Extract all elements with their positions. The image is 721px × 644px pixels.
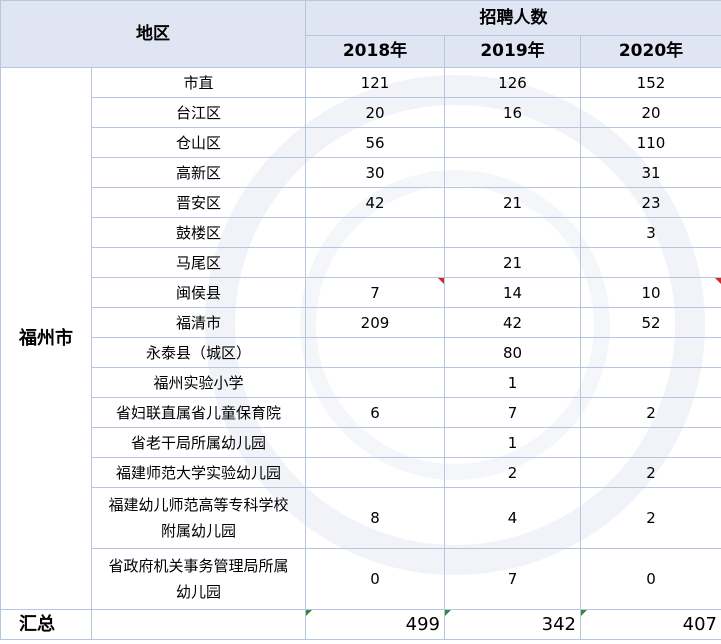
total-row: 汇总 499 342 407 xyxy=(0,609,721,640)
cell-2019: 42 xyxy=(444,307,581,338)
cell-2019: 1 xyxy=(444,367,581,398)
row-name-line2: 幼儿园 xyxy=(175,583,221,601)
row-name-line1: 省政府机关事务管理局所属 xyxy=(108,557,289,575)
cell-2019: 21 xyxy=(444,247,581,278)
cell-2020: 152 xyxy=(580,67,721,98)
table-row: 鼓楼区 3 xyxy=(1,217,721,248)
cell-2018 xyxy=(305,367,445,398)
table-row: 福建师范大学实验幼儿园 2 2 xyxy=(1,457,721,488)
row-name-line1: 福建幼儿师范高等专科学校 xyxy=(108,496,289,514)
cell-2020: 20 xyxy=(580,97,721,128)
cell-2020: 110 xyxy=(580,127,721,158)
cell-2018: 7 xyxy=(305,277,445,308)
table-row: 马尾区 21 xyxy=(1,247,721,278)
row-name: 马尾区 xyxy=(91,247,306,278)
table-row: 仓山区 56 110 xyxy=(1,127,721,158)
cell-2020: 3 xyxy=(580,217,721,248)
row-name: 晋安区 xyxy=(91,187,306,218)
row-name: 永泰县（城区） xyxy=(91,337,306,368)
row-name: 省老干局所属幼儿园 xyxy=(91,427,306,458)
cell-2018 xyxy=(305,217,445,248)
cell-2020 xyxy=(580,367,721,398)
table-row: 台江区 20 16 20 xyxy=(1,97,721,128)
cell-2020: 2 xyxy=(580,487,721,549)
cell-2019: 126 xyxy=(444,67,581,98)
row-name: 省妇联直属省儿童保育院 xyxy=(91,397,306,428)
total-2018: 499 xyxy=(305,609,445,640)
cell-2018: 121 xyxy=(305,67,445,98)
cell-2019 xyxy=(444,217,581,248)
row-name: 市直 xyxy=(91,67,306,98)
table-row: 省政府机关事务管理局所属 幼儿园 0 7 0 xyxy=(1,548,721,610)
table-row: 福州市 市直 121 126 152 xyxy=(0,67,721,610)
cell-2020: 31 xyxy=(580,157,721,188)
year-header-2018: 2018年 xyxy=(305,35,445,68)
cell-2019: 16 xyxy=(444,97,581,128)
row-name: 鼓楼区 xyxy=(91,217,306,248)
total-label: 汇总 xyxy=(0,609,92,640)
cell-2020: 52 xyxy=(580,307,721,338)
cell-2019: 7 xyxy=(444,548,581,610)
city-label: 福州市 xyxy=(0,67,92,610)
cell-2019 xyxy=(444,127,581,158)
cell-2019 xyxy=(444,157,581,188)
cell-2020: 0 xyxy=(580,548,721,610)
cell-2018: 8 xyxy=(305,487,445,549)
table-row: 福清市 209 42 52 xyxy=(1,307,721,338)
row-name: 闽侯县 xyxy=(91,277,306,308)
cell-2020 xyxy=(580,247,721,278)
region-header: 地区 xyxy=(0,0,306,68)
cell-2018: 6 xyxy=(305,397,445,428)
table-row: 高新区 30 31 xyxy=(1,157,721,188)
year-header-2019: 2019年 xyxy=(444,35,581,68)
row-name: 福州实验小学 xyxy=(91,367,306,398)
cell-2020 xyxy=(580,427,721,458)
row-name-multiline: 省政府机关事务管理局所属 幼儿园 xyxy=(91,548,306,610)
cell-2019: 4 xyxy=(444,487,581,549)
cell-2018 xyxy=(305,427,445,458)
row-name-multiline: 福建幼儿师范高等专科学校 附属幼儿园 xyxy=(91,487,306,549)
cell-2019: 21 xyxy=(444,187,581,218)
cell-2020: 2 xyxy=(580,397,721,428)
cell-2018: 56 xyxy=(305,127,445,158)
cell-2020: 2 xyxy=(580,457,721,488)
cell-2018 xyxy=(305,247,445,278)
metric-header: 招聘人数 xyxy=(305,0,721,36)
table-row: 省妇联直属省儿童保育院 6 7 2 xyxy=(1,397,721,428)
cell-2019: 7 xyxy=(444,397,581,428)
cell-2018 xyxy=(305,337,445,368)
cell-2019: 14 xyxy=(444,277,581,308)
table-row: 省老干局所属幼儿园 1 xyxy=(1,427,721,458)
cell-2018: 209 xyxy=(305,307,445,338)
total-2020: 407 xyxy=(580,609,721,640)
cell-2020 xyxy=(580,337,721,368)
total-empty-cell xyxy=(91,609,306,640)
cell-2020: 10 xyxy=(580,277,721,308)
cell-2019: 1 xyxy=(444,427,581,458)
table-row: 福州实验小学 1 xyxy=(1,367,721,398)
cell-2018 xyxy=(305,457,445,488)
row-name: 台江区 xyxy=(91,97,306,128)
table-row: 福建幼儿师范高等专科学校 附属幼儿园 8 4 2 xyxy=(1,487,721,549)
cell-2018: 0 xyxy=(305,548,445,610)
cell-2019: 80 xyxy=(444,337,581,368)
cell-2018: 20 xyxy=(305,97,445,128)
cell-2018: 30 xyxy=(305,157,445,188)
row-name: 高新区 xyxy=(91,157,306,188)
table-row: 永泰县（城区） 80 xyxy=(1,337,721,368)
row-name: 仓山区 xyxy=(91,127,306,158)
row-name: 福建师范大学实验幼儿园 xyxy=(91,457,306,488)
cell-2020: 23 xyxy=(580,187,721,218)
cell-2019: 2 xyxy=(444,457,581,488)
table-row: 闽侯县 7 14 10 xyxy=(1,277,721,308)
total-2019: 342 xyxy=(444,609,581,640)
table-row: 晋安区 42 21 23 xyxy=(1,187,721,218)
row-name: 福清市 xyxy=(91,307,306,338)
row-name-line2: 附属幼儿园 xyxy=(160,522,236,540)
year-header-2020: 2020年 xyxy=(580,35,721,68)
cell-2018: 42 xyxy=(305,187,445,218)
